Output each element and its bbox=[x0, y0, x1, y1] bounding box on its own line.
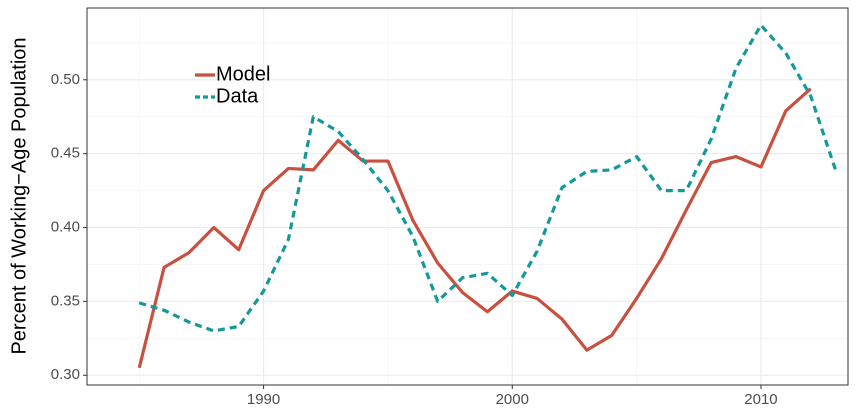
y-tick-label: 0.35 bbox=[51, 292, 80, 309]
x-tick-label: 2010 bbox=[744, 391, 777, 408]
y-tick-label: 0.40 bbox=[51, 218, 80, 235]
panel-border bbox=[86, 7, 849, 386]
series-line bbox=[138, 23, 838, 333]
series-line bbox=[137, 87, 812, 369]
y-tick-label: 0.45 bbox=[51, 145, 80, 162]
y-axis-title: Percent of Working−Age Population bbox=[8, 37, 30, 354]
x-tick-label: 1990 bbox=[247, 391, 280, 408]
y-tick-label: 0.50 bbox=[51, 71, 80, 88]
x-tick-label: 2000 bbox=[496, 391, 529, 408]
legend-label: Model bbox=[216, 63, 270, 85]
legend-label: Data bbox=[216, 85, 259, 107]
y-tick-label: 0.30 bbox=[51, 366, 80, 383]
